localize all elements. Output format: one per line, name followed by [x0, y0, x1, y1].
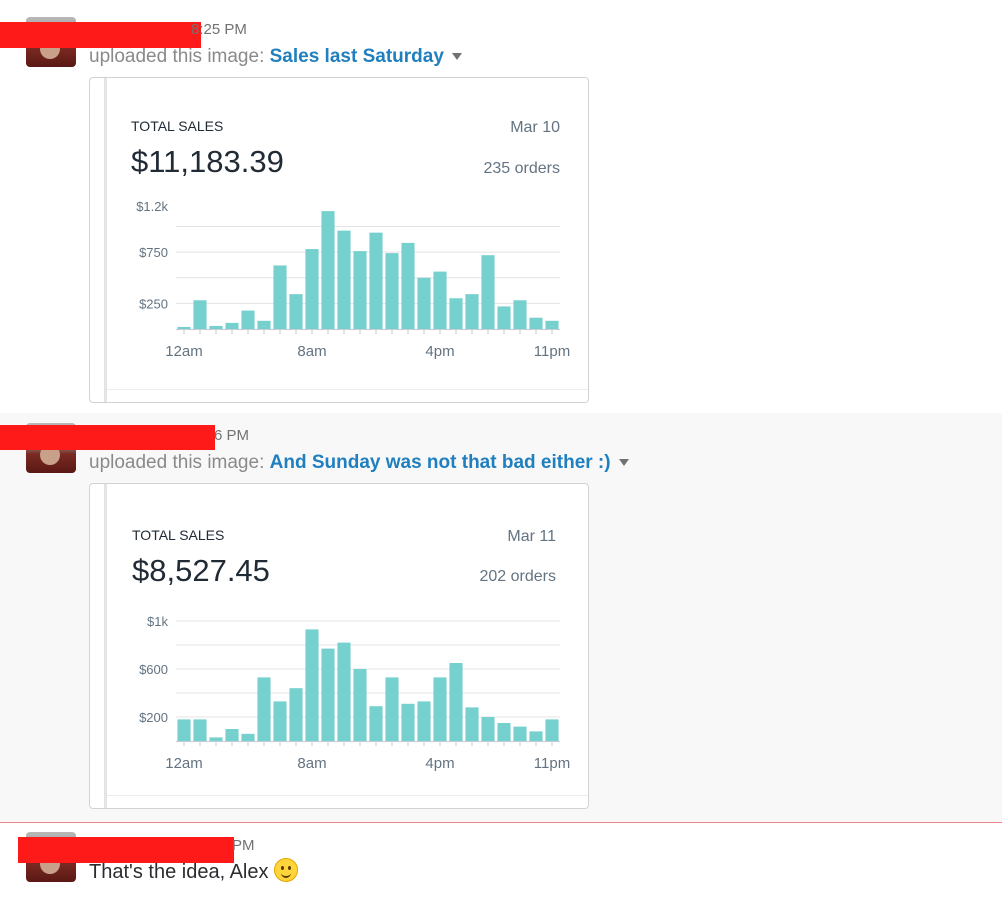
message-1: 8:25 PM uploaded this image: Sales last … — [0, 0, 1002, 413]
bar-3am[interactable] — [225, 322, 239, 329]
slightly-smiling-face-icon — [274, 858, 299, 882]
bar-11pm[interactable] — [545, 320, 559, 329]
upload-line: uploaded this image: And Sunday was not … — [89, 452, 629, 474]
bar-6pm[interactable] — [465, 707, 479, 741]
upload-prefix: uploaded this image: — [89, 452, 270, 473]
y-tick-label: $600 — [139, 662, 168, 677]
card-date: Mar 11 — [507, 528, 556, 545]
x-tick-label: 8am — [297, 343, 326, 360]
bar-5pm[interactable] — [449, 663, 463, 741]
bar-9pm[interactable] — [513, 726, 527, 741]
x-tick-label: 4pm — [425, 755, 454, 772]
card-stripe — [104, 484, 107, 808]
x-tick-label: 4pm — [425, 343, 454, 360]
bar-7am[interactable] — [289, 688, 303, 741]
bar-4pm[interactable] — [433, 677, 447, 741]
card-label: TOTAL SALES — [132, 527, 225, 543]
order-count: 235 orders — [483, 160, 561, 177]
new-messages-divider — [0, 822, 1002, 823]
bar-3pm[interactable] — [417, 277, 431, 329]
card-label: TOTAL SALES — [131, 118, 224, 134]
bar-5am[interactable] — [257, 320, 271, 329]
bar-8pm[interactable] — [497, 306, 511, 329]
x-tick-label: 12am — [165, 755, 203, 772]
card-divider — [107, 795, 588, 796]
y-tick-label: $250 — [139, 296, 168, 311]
total-sales-value: $11,183.39 — [131, 144, 284, 179]
y-tick-label: $750 — [139, 245, 168, 260]
sales-bar-chart: $1.2k $750 $250 12am 8am 4pm 11pm — [136, 199, 570, 360]
card-divider — [107, 389, 588, 390]
bar-3am[interactable] — [225, 729, 239, 741]
y-tick-label: $200 — [139, 710, 168, 725]
bar-10pm[interactable] — [529, 731, 543, 741]
message-text: That's the idea, Alex — [89, 858, 299, 884]
bar-6pm[interactable] — [465, 294, 479, 329]
bar-12am[interactable] — [177, 326, 191, 329]
y-tick-label: $1k — [147, 614, 168, 629]
caret-down-icon[interactable] — [451, 53, 462, 61]
bar-11am[interactable] — [353, 669, 367, 741]
image-attachment-card[interactable]: TOTAL SALES $11,183.39 Mar 10 235 orders… — [89, 77, 589, 403]
total-sales-value: $8,527.45 — [132, 553, 270, 588]
order-count: 202 orders — [479, 568, 557, 585]
bar-9pm[interactable] — [513, 300, 527, 329]
bar-11am[interactable] — [353, 251, 367, 329]
bar-2pm[interactable] — [401, 242, 415, 329]
bar-4am[interactable] — [241, 733, 255, 741]
message-2: 6 PM uploaded this image: And Sunday was… — [0, 413, 1002, 822]
message-timestamp[interactable]: 8:25 PM — [191, 21, 247, 38]
bar-8am[interactable] — [305, 629, 319, 741]
upload-line: uploaded this image: Sales last Saturday — [89, 46, 462, 68]
bar-3pm[interactable] — [417, 701, 431, 741]
bar-6am[interactable] — [273, 701, 287, 741]
bar-12pm[interactable] — [369, 706, 383, 741]
upload-prefix: uploaded this image: — [89, 46, 270, 67]
bar-2am[interactable] — [209, 737, 223, 741]
bar-8pm[interactable] — [497, 723, 511, 741]
bar-9am[interactable] — [321, 648, 335, 741]
image-title-link[interactable]: Sales last Saturday — [269, 46, 444, 67]
bar-4pm[interactable] — [433, 271, 447, 329]
bar-4am[interactable] — [241, 310, 255, 329]
bar-2pm[interactable] — [401, 703, 415, 741]
y-tick-label: $1.2k — [136, 199, 168, 214]
bar-12pm[interactable] — [369, 232, 383, 329]
x-tick-label: 11pm — [534, 343, 570, 360]
image-attachment-card[interactable]: TOTAL SALES $8,527.45 Mar 11 202 orders … — [89, 483, 589, 809]
bar-5pm[interactable] — [449, 298, 463, 329]
x-tick-label: 11pm — [534, 755, 570, 772]
redacted-username — [0, 425, 215, 450]
caret-down-icon[interactable] — [618, 459, 629, 467]
redacted-username — [0, 22, 201, 48]
bar-1pm[interactable] — [385, 253, 399, 329]
message-body: That's the idea, Alex — [89, 861, 269, 883]
redacted-username — [18, 837, 234, 863]
bar-10am[interactable] — [337, 642, 351, 741]
image-title-link[interactable]: And Sunday was not that bad either :) — [269, 452, 611, 473]
bar-7pm[interactable] — [481, 717, 495, 741]
bar-12am[interactable] — [177, 719, 191, 741]
bar-11pm[interactable] — [545, 719, 559, 741]
bar-2am[interactable] — [209, 325, 223, 329]
bar-9am[interactable] — [321, 211, 335, 329]
sales-bar-chart: $1k $600 $200 12am 8am 4pm 11pm — [139, 614, 570, 772]
bar-1am[interactable] — [193, 300, 207, 329]
bar-7pm[interactable] — [481, 255, 495, 329]
bar-7am[interactable] — [289, 294, 303, 329]
card-date: Mar 10 — [510, 119, 560, 136]
x-tick-label: 8am — [297, 755, 326, 772]
x-tick-label: 12am — [165, 343, 203, 360]
bar-5am[interactable] — [257, 677, 271, 741]
message-timestamp[interactable]: PM — [232, 837, 255, 854]
bar-1pm[interactable] — [385, 677, 399, 741]
message-timestamp[interactable]: 6 PM — [214, 427, 250, 444]
message-3: PM That's the idea, Alex — [0, 823, 1002, 908]
bar-10am[interactable] — [337, 230, 351, 329]
bar-6am[interactable] — [273, 265, 287, 329]
bar-10pm[interactable] — [529, 317, 543, 329]
bar-8am[interactable] — [305, 249, 319, 329]
bar-1am[interactable] — [193, 719, 207, 741]
card-stripe — [104, 78, 107, 402]
